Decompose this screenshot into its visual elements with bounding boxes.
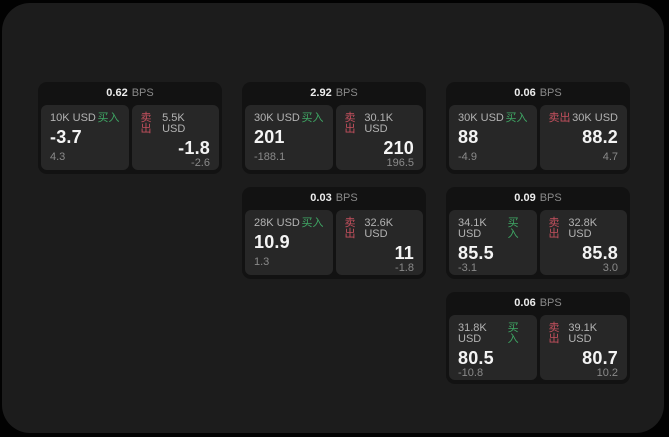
bps-unit-label: BPS bbox=[335, 87, 358, 99]
quote-card-5: 0.09 BPS 34.1K USD 买入 85.5 -3.1 卖出 bbox=[446, 187, 630, 279]
bps-unit-label: BPS bbox=[335, 192, 358, 204]
sell-delta: -1.8 bbox=[395, 262, 414, 274]
buy-price: 10.9 bbox=[254, 232, 290, 252]
sell-size-label: 32.8K USD bbox=[568, 217, 598, 240]
buy-price: 80.5 bbox=[458, 348, 494, 368]
buy-price: 201 bbox=[254, 127, 285, 147]
bps-header: 0.06 BPS bbox=[449, 292, 627, 315]
buy-quote-tile[interactable]: 30K USD 买入 201 -188.1 bbox=[245, 105, 333, 170]
sell-side-label: 卖出 bbox=[140, 112, 152, 135]
sell-size-label: 30K USD bbox=[572, 112, 618, 124]
sell-quote-tile[interactable]: 卖出 32.6K USD 11 -1.8 bbox=[335, 210, 423, 275]
buy-quote-tile[interactable]: 10K USD 买入 -3.7 4.3 bbox=[41, 105, 129, 170]
sell-price: 88.2 bbox=[582, 127, 618, 147]
page-background-panel: 0.62 BPS 10K USD 买入 -3.7 4.3 卖出 bbox=[2, 3, 664, 433]
bps-value: 0.06 bbox=[514, 297, 536, 309]
sell-quote-tile[interactable]: 卖出 30K USD 88.2 4.7 bbox=[539, 105, 627, 170]
buy-size-label: 10K USD bbox=[50, 112, 96, 124]
buy-side-label: 买入 bbox=[507, 322, 519, 345]
bps-value: 0.03 bbox=[310, 192, 332, 204]
quote-tiles: 30K USD 买入 201 -188.1 卖出 30.1K USD 210 1… bbox=[245, 105, 423, 170]
buy-size-label: 28K USD bbox=[254, 217, 300, 229]
buy-delta: -188.1 bbox=[254, 151, 286, 163]
buy-size-label: 30K USD bbox=[254, 112, 300, 124]
sell-quote-tile[interactable]: 卖出 30.1K USD 210 196.5 bbox=[335, 105, 423, 170]
quote-card-4: 0.03 BPS 28K USD 买入 10.9 1.3 卖出 bbox=[242, 187, 426, 279]
sell-side-label: 卖出 bbox=[344, 217, 356, 240]
bps-header: 0.06 BPS bbox=[449, 82, 627, 105]
bps-unit-label: BPS bbox=[539, 87, 562, 99]
sell-size-label: 5.5K USD bbox=[162, 112, 186, 135]
buy-delta: 1.3 bbox=[254, 256, 270, 268]
quote-tiles: 30K USD 买入 88 -4.9 卖出 30K USD 88.2 4.7 bbox=[449, 105, 627, 170]
buy-price: 85.5 bbox=[458, 243, 494, 263]
buy-side-label: 买入 bbox=[505, 112, 528, 124]
bps-header: 0.03 BPS bbox=[245, 187, 423, 210]
buy-delta: 4.3 bbox=[50, 151, 66, 163]
quote-card-3: 0.06 BPS 30K USD 买入 88 -4.9 卖出 bbox=[446, 82, 630, 174]
sell-delta: -2.6 bbox=[191, 157, 210, 169]
quote-tiles: 28K USD 买入 10.9 1.3 卖出 32.6K USD 11 -1.8 bbox=[245, 210, 423, 275]
buy-side-label: 买入 bbox=[97, 112, 120, 124]
sell-size-label: 30.1K USD bbox=[364, 112, 394, 135]
buy-side-label: 买入 bbox=[301, 112, 324, 124]
buy-delta: -10.8 bbox=[458, 367, 484, 379]
sell-price: 210 bbox=[383, 138, 414, 158]
sell-quote-tile[interactable]: 卖出 5.5K USD -1.8 -2.6 bbox=[131, 105, 219, 170]
buy-price: 88 bbox=[458, 127, 479, 147]
sell-price: -1.8 bbox=[178, 138, 210, 158]
bps-value: 2.92 bbox=[310, 87, 332, 99]
sell-size-label: 32.6K USD bbox=[364, 217, 394, 240]
bps-value: 0.09 bbox=[514, 192, 536, 204]
sell-delta: 10.2 bbox=[596, 367, 618, 379]
bps-unit-label: BPS bbox=[539, 297, 562, 309]
buy-side-label: 买入 bbox=[507, 217, 519, 240]
quote-card-1: 0.62 BPS 10K USD 买入 -3.7 4.3 卖出 bbox=[38, 82, 222, 174]
quote-tiles: 31.8K USD 买入 80.5 -10.8 卖出 39.1K USD 80.… bbox=[449, 315, 627, 380]
sell-price: 11 bbox=[394, 243, 414, 263]
bps-value: 0.06 bbox=[514, 87, 536, 99]
sell-price: 85.8 bbox=[582, 243, 618, 263]
sell-side-label: 卖出 bbox=[548, 322, 560, 345]
quote-card-2: 2.92 BPS 30K USD 买入 201 -188.1 卖出 bbox=[242, 82, 426, 174]
buy-quote-tile[interactable]: 30K USD 买入 88 -4.9 bbox=[449, 105, 537, 170]
buy-delta: -4.9 bbox=[458, 151, 477, 163]
buy-size-label: 31.8K USD bbox=[458, 322, 487, 345]
sell-price: 80.7 bbox=[582, 348, 618, 368]
sell-side-label: 卖出 bbox=[548, 112, 571, 124]
sell-delta: 196.5 bbox=[386, 157, 414, 169]
buy-price: -3.7 bbox=[50, 127, 82, 147]
buy-quote-tile[interactable]: 28K USD 买入 10.9 1.3 bbox=[245, 210, 333, 275]
bps-unit-label: BPS bbox=[539, 192, 562, 204]
buy-size-label: 34.1K USD bbox=[458, 217, 487, 240]
sell-side-label: 卖出 bbox=[344, 112, 356, 135]
sell-side-label: 卖出 bbox=[548, 217, 560, 240]
quote-tiles: 10K USD 买入 -3.7 4.3 卖出 5.5K USD -1.8 -2.… bbox=[41, 105, 219, 170]
buy-quote-tile[interactable]: 31.8K USD 买入 80.5 -10.8 bbox=[449, 315, 537, 380]
bps-header: 2.92 BPS bbox=[245, 82, 423, 105]
sell-delta: 3.0 bbox=[602, 262, 618, 274]
bps-value: 0.62 bbox=[106, 87, 128, 99]
quote-card-6: 0.06 BPS 31.8K USD 买入 80.5 -10.8 卖 bbox=[446, 292, 630, 384]
bps-unit-label: BPS bbox=[131, 87, 154, 99]
bps-header: 0.09 BPS bbox=[449, 187, 627, 210]
bps-header: 0.62 BPS bbox=[41, 82, 219, 105]
sell-size-label: 39.1K USD bbox=[568, 322, 598, 345]
quote-cards-grid: 0.62 BPS 10K USD 买入 -3.7 4.3 卖出 bbox=[38, 82, 630, 384]
buy-size-label: 30K USD bbox=[458, 112, 504, 124]
sell-quote-tile[interactable]: 卖出 39.1K USD 80.7 10.2 bbox=[539, 315, 627, 380]
buy-quote-tile[interactable]: 34.1K USD 买入 85.5 -3.1 bbox=[449, 210, 537, 275]
quote-tiles: 34.1K USD 买入 85.5 -3.1 卖出 32.8K USD 85.8… bbox=[449, 210, 627, 275]
sell-quote-tile[interactable]: 卖出 32.8K USD 85.8 3.0 bbox=[539, 210, 627, 275]
buy-delta: -3.1 bbox=[458, 262, 477, 274]
buy-side-label: 买入 bbox=[301, 217, 324, 229]
sell-delta: 4.7 bbox=[602, 151, 618, 163]
